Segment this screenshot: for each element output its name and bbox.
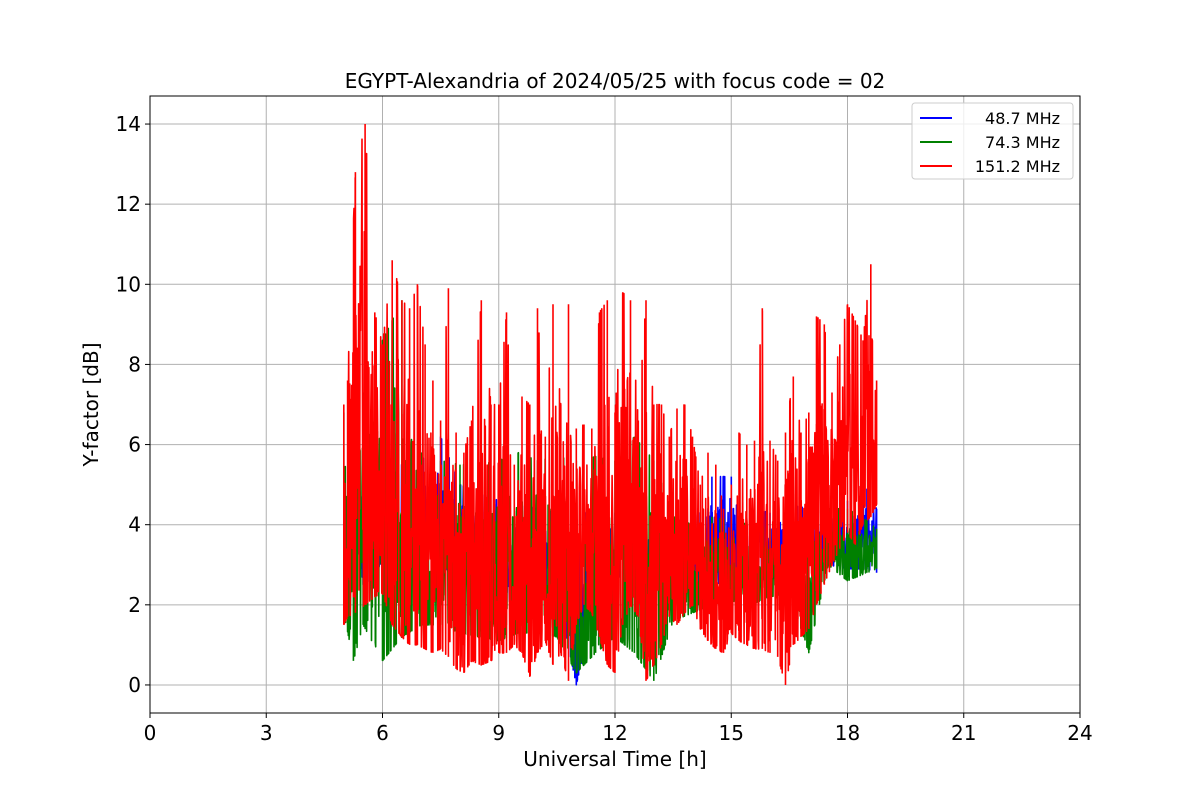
y-tick-label: 0 [128,673,141,697]
legend-label: 151.2 MHz [975,157,1060,176]
x-tick-label: 9 [492,721,505,745]
x-tick-label: 24 [1067,721,1092,745]
legend: 48.7 MHz 74.3 MHz 151.2 MHz [911,102,1074,180]
y-tick-label: 2 [128,593,141,617]
legend-label: 74.3 MHz [985,133,1060,152]
y-tick-label: 12 [116,192,141,216]
x-tick-label: 18 [835,721,860,745]
y-tick-label: 4 [128,513,141,537]
x-tick-label: 12 [602,721,627,745]
legend-label: 48.7 MHz [985,109,1060,128]
x-tick-label: 6 [376,721,389,745]
y-tick-label: 8 [128,352,141,376]
x-axis: 0 3 6 9 12 15 18 21 24 [144,713,1093,745]
x-tick-label: 0 [144,721,157,745]
series-line-3 [343,124,878,685]
x-tick-label: 15 [719,721,744,745]
x-tick-label: 3 [260,721,273,745]
legend-box [911,102,1074,180]
y-axis: 0 2 4 6 8 10 12 14 [116,112,150,697]
y-axis-label: Y-factor [dB] [79,342,103,467]
y-tick-label: 10 [116,272,141,296]
y-tick-label: 6 [128,433,141,457]
x-axis-label: Universal Time [h] [523,747,706,771]
y-tick-label: 14 [116,112,141,136]
chart-title: EGYPT-Alexandria of 2024/05/25 with focu… [345,69,886,93]
series-layer [343,124,878,686]
x-tick-label: 21 [951,721,976,745]
